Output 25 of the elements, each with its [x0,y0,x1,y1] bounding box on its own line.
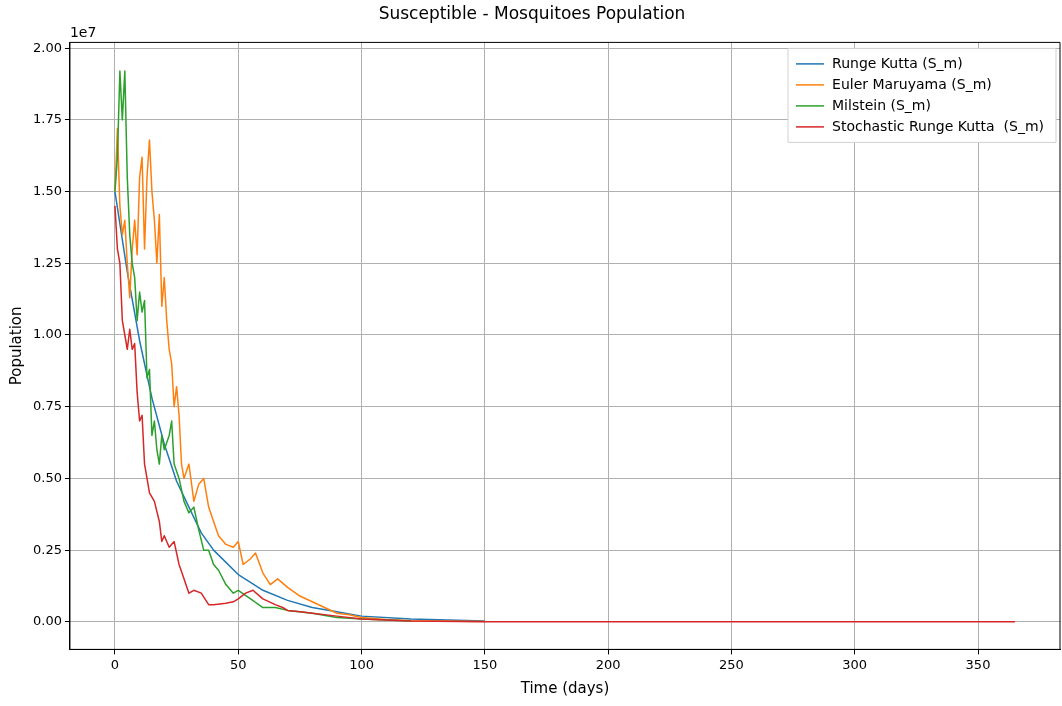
y-tick-label: 0.25 [32,541,62,557]
y-tick-label: 1.50 [32,182,62,198]
chart-title: Susceptible - Mosquitoes Population [378,2,686,23]
x-tick-label: 150 [472,656,498,672]
y-tick-label: 1.75 [32,111,62,127]
y-tick-label: 2.00 [32,39,62,55]
x-tick-label: 0 [110,656,120,672]
text: 1e7 [69,24,97,41]
x-tick-label: 200 [595,656,621,672]
y-tick-label: 1.00 [32,326,62,342]
legend-label: Stochastic Runge Kutta (S_m) [832,117,1044,134]
x-tick-label: 50 [229,656,247,672]
x-tick-label: 250 [719,656,744,672]
x-tick-label: 100 [349,656,374,672]
legend-label: Runge Kutta (S_m) [832,54,963,71]
y-tick-label: 1.25 [32,254,62,270]
legend-label: Euler Maruyama (S_m) [832,75,992,92]
y-tick-label: 0.75 [32,398,62,414]
x-axis-title: Time (days) [519,678,610,697]
y-axis-title: Population [6,306,25,386]
y-tick-label: 0.00 [32,613,62,629]
legend-label: Milstein (S_m) [832,96,931,113]
y-tick-label: 0.50 [32,469,62,485]
x-tick-label: 350 [965,656,991,672]
x-tick-label: 300 [842,656,868,672]
